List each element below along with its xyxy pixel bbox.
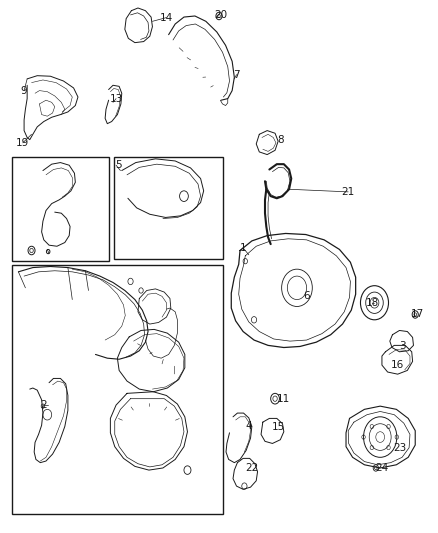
Text: 18: 18 <box>366 298 379 308</box>
Text: 2: 2 <box>40 400 47 410</box>
Text: 7: 7 <box>233 70 240 79</box>
Text: 19: 19 <box>16 138 29 148</box>
Text: 4: 4 <box>245 422 252 431</box>
Text: 16: 16 <box>391 360 404 370</box>
Text: 6: 6 <box>303 291 310 301</box>
Text: 9: 9 <box>21 86 28 95</box>
Text: 20: 20 <box>215 10 228 20</box>
Text: 24: 24 <box>375 463 389 473</box>
Text: 23: 23 <box>393 443 406 453</box>
Text: 17: 17 <box>410 310 424 319</box>
Text: 1: 1 <box>240 243 247 253</box>
Bar <box>12 265 223 514</box>
Text: 14: 14 <box>160 13 173 22</box>
Text: 22: 22 <box>245 463 258 473</box>
Text: 21: 21 <box>342 187 355 197</box>
Text: 5: 5 <box>115 160 122 170</box>
Bar <box>12 157 109 261</box>
Text: 11: 11 <box>277 394 290 403</box>
Bar <box>114 157 223 259</box>
Text: 15: 15 <box>272 423 285 432</box>
Text: 3: 3 <box>399 342 406 351</box>
Text: 13: 13 <box>110 94 123 103</box>
Text: 8: 8 <box>277 135 284 144</box>
